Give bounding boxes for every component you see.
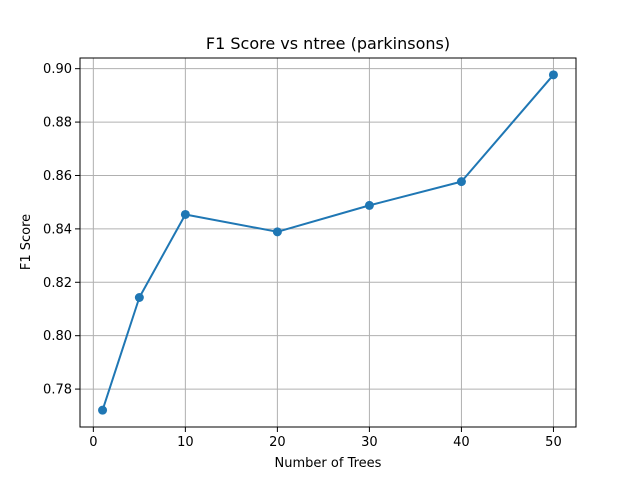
x-tick-label: 0 [89, 435, 97, 450]
data-point [98, 405, 108, 415]
x-axis-label: Number of Trees [275, 456, 382, 471]
data-point [364, 200, 374, 210]
grid [80, 58, 576, 427]
y-tick-label: 0.86 [43, 169, 72, 184]
x-tick-label: 50 [545, 435, 562, 450]
y-tick-label: 0.82 [43, 276, 72, 291]
y-tick-label: 0.88 [43, 116, 72, 131]
y-axis-label: F1 Score [19, 214, 34, 270]
data-point [134, 293, 144, 302]
x-tick-label: 30 [361, 435, 378, 450]
y-tick-label: 0.84 [43, 222, 72, 237]
series-layer [98, 70, 558, 415]
y-tick-label: 0.78 [43, 383, 72, 398]
data-point [180, 209, 190, 219]
data-point [548, 70, 558, 80]
y-tick-label: 0.80 [43, 329, 72, 344]
x-tick-label: 40 [453, 435, 470, 450]
x-tick-label: 20 [269, 435, 286, 450]
data-point [456, 177, 466, 187]
data-point [272, 227, 282, 237]
y-tick-label: 0.90 [43, 62, 72, 77]
plot-frame [79, 57, 577, 428]
x-tick-label: 10 [177, 435, 194, 450]
ticks: 0 10 20 30 40 50 0.78 0.80 0.82 0.84 0.86 0.88 0.90 [43, 62, 562, 450]
chart-title: F1 Score vs ntree (parkinsons) [206, 34, 450, 53]
